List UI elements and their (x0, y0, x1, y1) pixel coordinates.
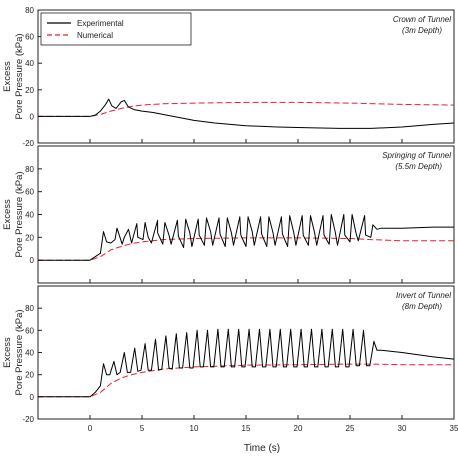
x-tick-label: 0 (88, 424, 93, 433)
panel-2: 0 20 40 60 80 Excess Pore Pressure (kPa) Spring… (2, 145, 455, 284)
legend-label-experimental: Experimental (77, 19, 124, 28)
y-tick-label: 60 (25, 33, 34, 42)
y-tick-label: 20 (25, 371, 34, 380)
y-tick-label: 0 (30, 393, 35, 402)
y-axis-label-line2: Pore Pressure (kPa) (14, 309, 25, 395)
y-axis-label-line2: Pore Pressure (kPa) (14, 33, 25, 119)
y-axis-label-line2: Pore Pressure (kPa) (14, 171, 25, 257)
panel-annotation-title: Springing of Tunnel (382, 151, 451, 160)
y-axis-label-line1: Excess (2, 337, 13, 368)
y-tick-label: 40 (25, 211, 34, 220)
y-axis-label-line1: Excess (2, 199, 13, 230)
panel-frame (37, 145, 455, 284)
y-tick-label: 80 (25, 165, 34, 174)
panel-3: -20 0 20 40 60 80 Excess Pore Pressure (kPa) Inv… (2, 285, 455, 424)
y-tick-label: -20 (22, 139, 34, 148)
x-tick-label: 20 (294, 424, 303, 433)
series-line-experimental (38, 214, 454, 261)
x-tick-label: 30 (398, 424, 407, 433)
panel-frame (37, 285, 455, 420)
x-tick-label: 5 (140, 424, 145, 433)
x-tick-label: 25 (346, 424, 355, 433)
x-tick-label: 15 (242, 424, 251, 433)
panel-annotation-title: Crown of Tunnel (393, 15, 451, 24)
panel-annotation-depth: (8m Depth) (402, 302, 442, 311)
panel-annotation-depth: (5.5m Depth) (395, 162, 442, 171)
y-tick-label: 20 (25, 233, 34, 242)
x-tick-label: 35 (450, 424, 458, 433)
series-line-numerical (38, 363, 454, 398)
legend: Experimental Numerical (40, 12, 192, 46)
x-axis-label: Time (s) (244, 443, 280, 454)
y-tick-label: 40 (25, 59, 34, 68)
y-tick-label: 80 (25, 6, 34, 15)
y-tick-label: 0 (30, 256, 35, 265)
y-tick-label: 80 (25, 304, 34, 313)
series-line-numerical (38, 101, 455, 117)
series-line-experimental (38, 328, 455, 398)
x-tick-label: 10 (190, 424, 199, 433)
panel-1: -20 0 20 40 60 80 Excess Pore Pressure (kPa) Cro… (2, 6, 455, 148)
y-axis-label-line1: Excess (2, 61, 13, 92)
legend-label-numerical: Numerical (77, 31, 113, 40)
panel-annotation-depth: (3m Depth) (402, 26, 442, 35)
y-tick-label: 40 (25, 349, 34, 358)
panel-annotation-title: Invert of Tunnel (396, 291, 451, 300)
y-tick-label: 60 (25, 188, 34, 197)
y-tick-label: 20 (25, 86, 34, 95)
legend-box (40, 12, 192, 46)
y-tick-label: 60 (25, 326, 34, 335)
y-tick-label: -20 (22, 415, 34, 424)
y-tick-label: 0 (30, 112, 35, 121)
series-line-experimental (38, 98, 455, 129)
